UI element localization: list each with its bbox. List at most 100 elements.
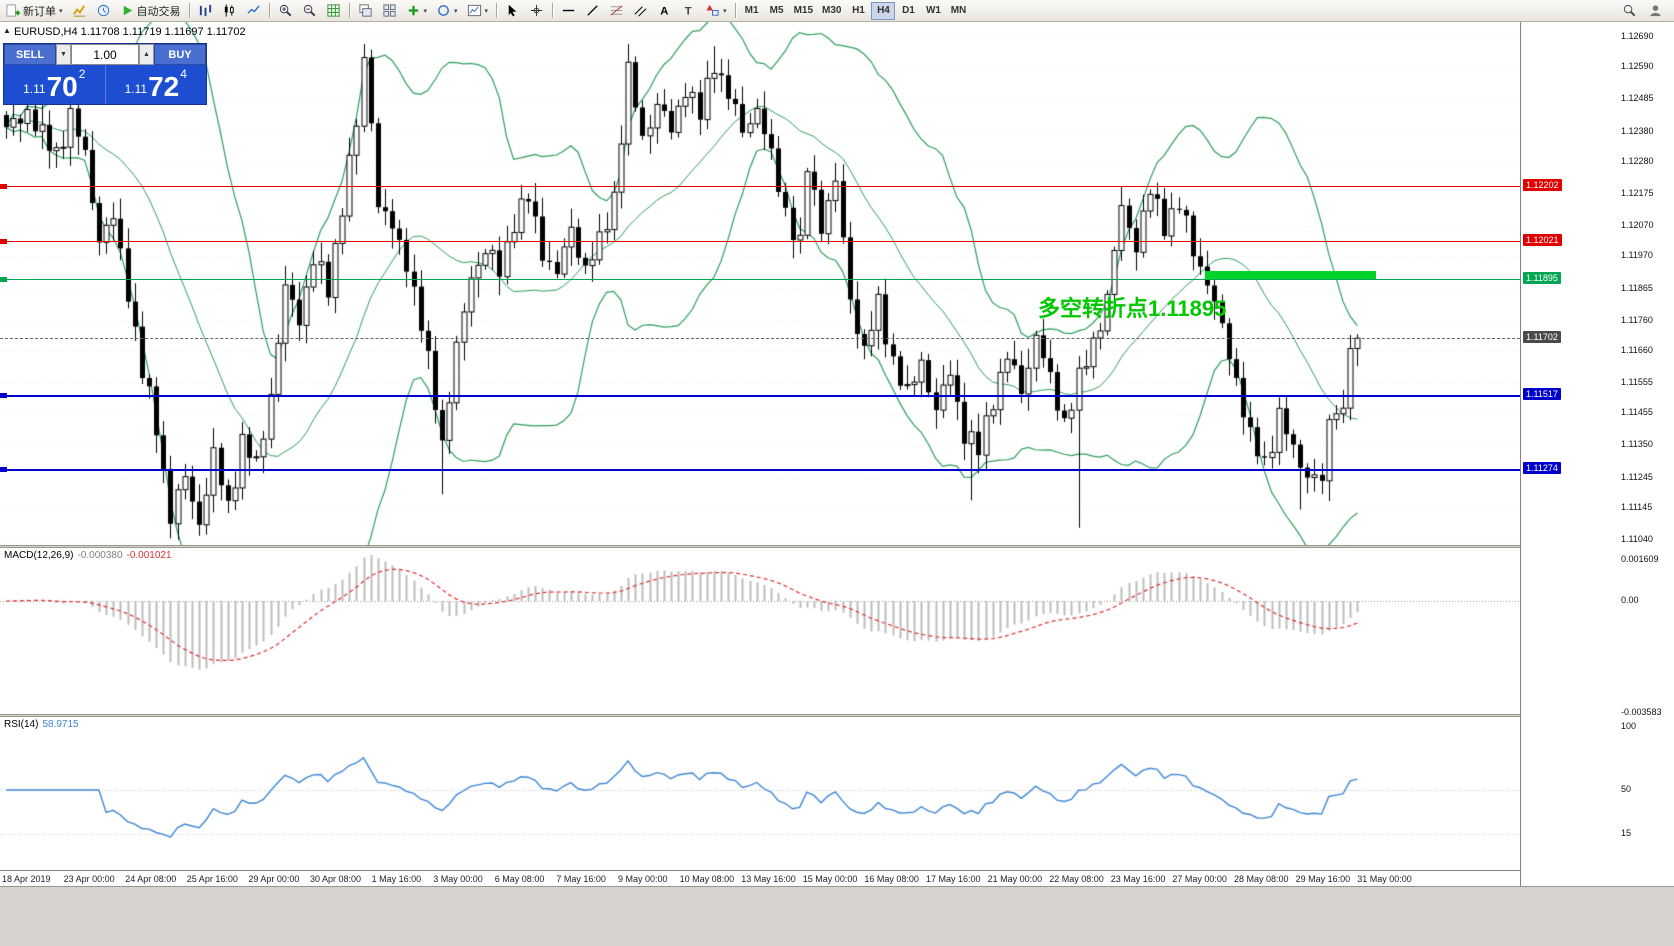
toolbar: 新订单 ▾ 自动交易 ▾ ▾ ▾ A T ▾ M1 M5 M15 M30 H1 H4 D1 W1 MN: [0, 0, 1674, 22]
line-chart-button[interactable]: [242, 1, 265, 21]
channel-button[interactable]: [629, 1, 652, 21]
toolbar-separator: [552, 3, 554, 18]
objects-button[interactable]: ▾: [432, 1, 462, 21]
market-watch-button[interactable]: [92, 1, 115, 21]
price-scale-label: 1.12280: [1621, 155, 1654, 166]
add-indicator-button[interactable]: ▾: [402, 1, 432, 21]
price-tag-1.11895[interactable]: 1.11895: [1523, 272, 1561, 284]
timeframe-d1[interactable]: D1: [896, 2, 920, 20]
timeframe-m1[interactable]: M1: [740, 2, 764, 20]
cursor-button[interactable]: [501, 1, 524, 21]
macd-scale-label: 0.00: [1621, 595, 1639, 605]
buy-price[interactable]: 1.11 72 4: [106, 65, 207, 104]
sell-button[interactable]: SELL: [4, 44, 56, 65]
rsi-name: RSI(14): [4, 719, 39, 730]
main-chart-panel: 多空转折点1.11895 ▲ EURUSD,H4 1.11708 1.11719…: [0, 22, 1520, 545]
time-axis-label: 29 May 16:00: [1295, 874, 1351, 884]
price-chart-canvas[interactable]: [0, 22, 1520, 545]
auto-arrange-button[interactable]: [354, 1, 377, 21]
label-button[interactable]: T: [677, 1, 700, 21]
rsi-scale-label: 100: [1621, 721, 1637, 731]
template-icon: [467, 3, 482, 18]
horizontal-line-icon: [561, 3, 576, 18]
zoom-in-button[interactable]: [274, 1, 297, 21]
new-order-button[interactable]: 新订单 ▾: [2, 1, 67, 21]
timeframe-mn[interactable]: MN: [946, 2, 970, 20]
trendline-button[interactable]: [581, 1, 604, 21]
price-line-1.12202[interactable]: [0, 186, 1520, 187]
fibonacci-button[interactable]: [605, 1, 628, 21]
chevron-down-icon: ▾: [59, 7, 63, 15]
community-icon: [1648, 3, 1663, 18]
search-button[interactable]: [1618, 1, 1641, 21]
price-tag-1.12021[interactable]: 1.12021: [1523, 234, 1562, 246]
text-button[interactable]: A: [653, 1, 676, 21]
buy-button[interactable]: BUY: [154, 44, 206, 65]
market-depth-button[interactable]: [322, 1, 345, 21]
add-indicator-icon: [406, 3, 421, 18]
price-tag-1.12202[interactable]: 1.12202: [1523, 179, 1562, 191]
lot-dropdown-button[interactable]: ▼: [56, 44, 71, 65]
timeframe-w1[interactable]: W1: [921, 2, 945, 20]
timeframe-m15[interactable]: M15: [790, 2, 817, 20]
price-tag-1.11274[interactable]: 1.11274: [1523, 462, 1561, 474]
one-click-prices: 1.11 70 2 1.11 72 4: [4, 65, 206, 104]
profiles-button[interactable]: [68, 1, 91, 21]
bar-chart-icon: [198, 3, 213, 18]
price-line-1.11517[interactable]: [0, 395, 1520, 397]
macd-canvas[interactable]: [0, 548, 1520, 714]
rsi-canvas[interactable]: [0, 717, 1520, 870]
time-axis-label: 13 May 16:00: [741, 874, 796, 884]
candlestick-button[interactable]: [218, 1, 241, 21]
chevron-down-icon: ▾: [423, 7, 428, 15]
sell-price-big: 70: [46, 71, 78, 102]
sell-price[interactable]: 1.11 70 2: [4, 65, 105, 104]
turning-point-annotation[interactable]: 多空转折点1.11895: [1038, 296, 1227, 321]
timeframe-h4[interactable]: H4: [871, 1, 896, 20]
macd-splitter[interactable]: [0, 545, 1674, 548]
price-axis[interactable]: 1.12202 1.12021 1.11895 1.11702 1.11517 1.112…: [1520, 22, 1674, 886]
macd-scale-label: 0.001609: [1621, 554, 1659, 564]
rsi-splitter[interactable]: [0, 714, 1674, 717]
channel-icon: [633, 3, 648, 18]
timeframe-m30[interactable]: M30: [818, 2, 845, 20]
zoom-in-icon: [278, 3, 293, 18]
price-tag-1.11517[interactable]: 1.11517: [1523, 388, 1561, 400]
macd-name: MACD(12,26,9): [4, 550, 74, 561]
market-depth-icon: [326, 3, 341, 18]
resistance-highlight-line[interactable]: [1205, 271, 1376, 279]
price-tag-1.11702[interactable]: 1.11702: [1523, 331, 1561, 343]
time-axis-label: 29 Apr 00:00: [248, 874, 300, 884]
templates-button[interactable]: ▾: [463, 1, 493, 21]
tile-icon: [382, 3, 397, 18]
time-axis-label: 30 Apr 08:00: [310, 874, 362, 884]
sell-price-pip: 2: [78, 67, 86, 81]
price-line-1.11702[interactable]: [0, 338, 1520, 339]
time-axis[interactable]: 18 Apr 2019 23 Apr 00:00 24 Apr 08:00 25 Ap…: [0, 870, 1674, 886]
tile-windows-button[interactable]: [378, 1, 401, 21]
price-line-1.11274[interactable]: [0, 469, 1520, 471]
price-scale-label: 1.11350: [1621, 439, 1653, 450]
price-line-1.12021[interactable]: [0, 241, 1520, 242]
shapes-button[interactable]: ▾: [701, 1, 731, 21]
crosshair-button[interactable]: [525, 1, 548, 21]
bar-chart-button[interactable]: [194, 1, 217, 21]
svg-text:T: T: [685, 5, 692, 17]
timeframe-h1[interactable]: H1: [846, 2, 870, 20]
timeframe-m5[interactable]: M5: [765, 2, 789, 20]
autotrading-button[interactable]: 自动交易: [116, 1, 185, 21]
time-axis-label: 10 May 08:00: [679, 874, 735, 884]
price-line-anchor-1.11517: [0, 393, 7, 398]
price-line-1.11895[interactable]: [0, 279, 1520, 280]
toolbar-separator: [734, 3, 736, 18]
horizontal-line-button[interactable]: [557, 1, 580, 21]
time-axis-label: 3 May 00:00: [433, 874, 483, 884]
lot-stepper-button[interactable]: ▲: [139, 44, 154, 65]
time-axis-label: 16 May 08:00: [864, 874, 919, 884]
zoom-out-button[interactable]: [298, 1, 321, 21]
objects-icon: [436, 3, 451, 18]
one-click-collapse-icon[interactable]: ▲: [3, 26, 11, 35]
lot-size-input[interactable]: [71, 44, 139, 65]
community-button[interactable]: [1644, 1, 1667, 21]
